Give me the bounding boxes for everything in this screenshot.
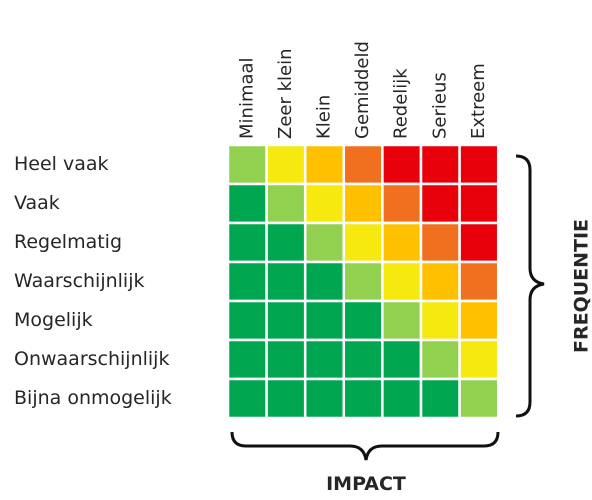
matrix-cell	[458, 143, 500, 186]
matrix-cell	[342, 221, 384, 264]
matrix-cell	[419, 221, 461, 264]
matrix-cell	[342, 299, 384, 342]
matrix-cell	[303, 260, 346, 303]
matrix-cell	[419, 143, 461, 186]
matrix-cell	[265, 260, 307, 303]
matrix-cell	[265, 182, 307, 225]
matrix-cell	[226, 260, 268, 303]
column-label: Redelijk	[391, 68, 412, 139]
matrix-cell	[226, 182, 268, 225]
matrix-cell	[303, 221, 346, 264]
row-label: Onwaarschijnlijk	[14, 348, 169, 370]
column-label: Klein	[314, 95, 335, 139]
matrix-cell	[381, 182, 423, 225]
matrix-cell	[265, 338, 307, 381]
matrix-cell	[381, 338, 423, 381]
matrix-cell	[419, 377, 461, 420]
column-label: Gemiddeld	[352, 41, 373, 139]
matrix-cell	[458, 182, 500, 225]
matrix-cell	[458, 260, 500, 303]
matrix-cell	[265, 377, 307, 420]
row-label: Bijna onmogelijk	[14, 387, 172, 409]
matrix-cell	[303, 338, 346, 381]
column-label: Extreem	[468, 63, 489, 139]
matrix-cell	[419, 338, 461, 381]
matrix-cell	[265, 299, 307, 342]
matrix-cell	[342, 182, 384, 225]
matrix-cell	[342, 143, 384, 186]
impact-brace	[230, 431, 500, 461]
matrix-cell	[381, 260, 423, 303]
matrix-cell	[419, 182, 461, 225]
matrix-cell	[303, 182, 346, 225]
matrix-cell	[303, 377, 346, 420]
matrix-cell	[458, 221, 500, 264]
matrix-cell	[381, 143, 423, 186]
column-label: Serieus	[429, 72, 450, 139]
row-label: Waarschijnlijk	[14, 270, 145, 292]
matrix-cell	[419, 299, 461, 342]
row-label: Regelmatig	[14, 231, 122, 253]
column-label: Zeer klein	[275, 48, 296, 139]
matrix-cell	[342, 338, 384, 381]
row-label: Heel vaak	[14, 153, 109, 175]
matrix-cell	[226, 143, 268, 186]
matrix-cell	[226, 299, 268, 342]
matrix-cell	[226, 377, 268, 420]
column-label: Minimaal	[236, 57, 257, 139]
row-label: Mogelijk	[14, 309, 93, 331]
matrix-cell	[381, 299, 423, 342]
matrix-cell	[342, 377, 384, 420]
matrix-cell	[265, 143, 307, 186]
matrix-cell	[226, 221, 268, 264]
matrix-cell	[381, 221, 423, 264]
matrix-cell	[303, 299, 346, 342]
matrix-cell	[265, 221, 307, 264]
row-label: Vaak	[14, 192, 60, 214]
frequency-brace	[515, 154, 545, 418]
matrix-cell	[458, 338, 500, 381]
matrix-cell	[303, 143, 346, 186]
matrix-cell	[419, 260, 461, 303]
x-axis-label: IMPACT	[326, 473, 406, 495]
matrix-cell	[342, 260, 384, 303]
matrix-cell	[226, 338, 268, 381]
matrix-cell	[458, 377, 500, 420]
matrix-cell	[458, 299, 500, 342]
y-axis-label: FREQUENTIE	[571, 219, 592, 353]
matrix-cell	[381, 377, 423, 420]
